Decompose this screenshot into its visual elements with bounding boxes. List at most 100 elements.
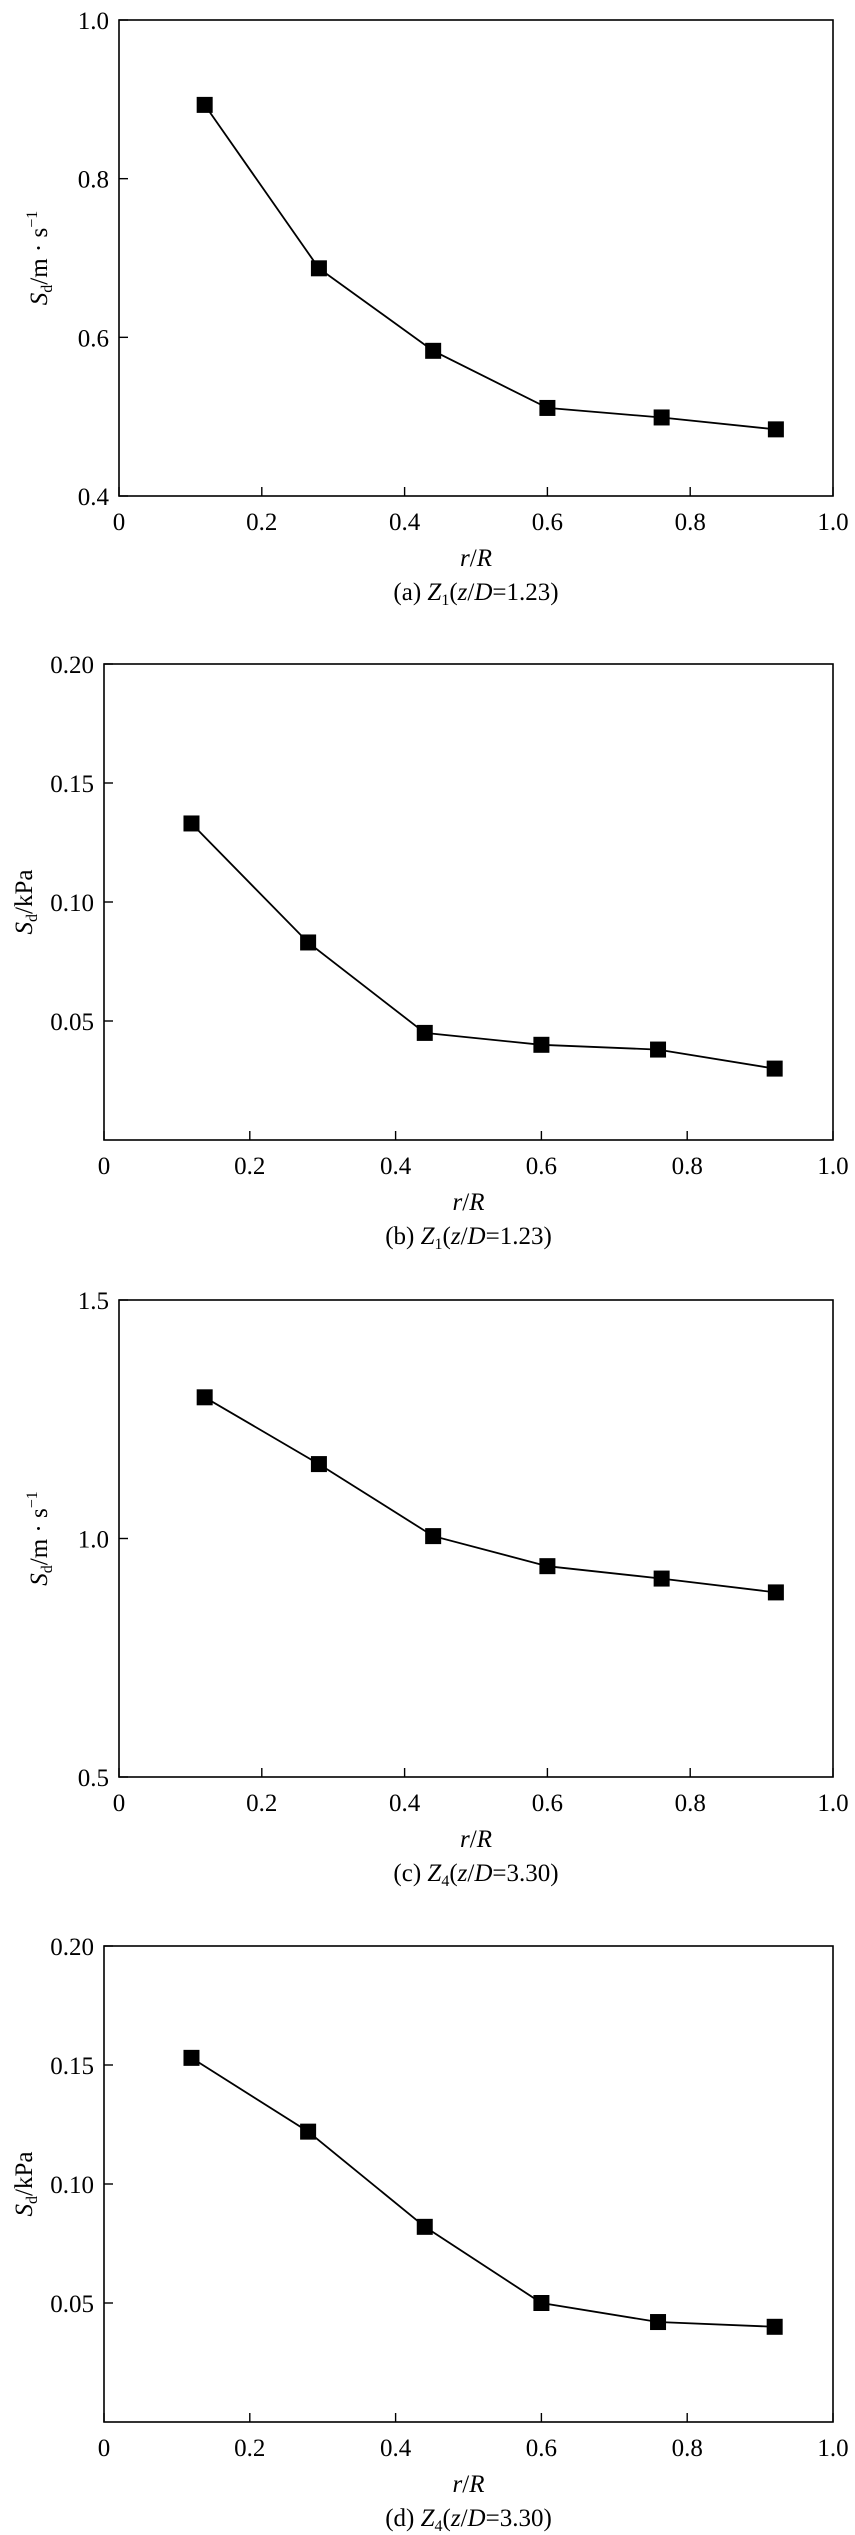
chart-panel-4: 0 0.2 0.4 0.6 0.8 1.00.050.100.150.20r/R(d) Z… [11,1934,849,2535]
panel-caption: (b) Z1(z/D=1.23) [385,1223,552,1253]
caption-value: =3.30) [486,2505,552,2532]
caption-z: z [450,1223,461,1250]
x-tick-label: 0.6 [532,1790,563,1817]
y-axis-label-subscript: d [24,2196,41,2204]
series-line [191,2057,775,2328]
caption-slash: / [467,1860,474,1887]
data-point [533,2295,550,2311]
x-tick-label: 0.2 [246,1790,277,1817]
y-axis-label-S: S [26,1573,53,1586]
x-axis-label-r: r [453,1189,463,1216]
x-axis-label: r/R [460,545,492,572]
y-tick-label: 0.05 [50,1009,94,1036]
data-point [183,2049,200,2066]
data-point [310,1456,327,1473]
caption-paren: ( [449,579,457,606]
y-tick-label: 0.6 [78,325,109,352]
x-axis-label-R: R [468,1189,484,1216]
data-point [310,260,327,277]
data-point [766,2318,783,2335]
caption-index: (d) [385,2505,420,2532]
y-axis-label-subscript: d [24,914,41,922]
caption-D: D [467,1223,486,1250]
x-axis-label-slash: / [470,1826,477,1853]
data-point [650,1041,667,1058]
data-point [767,421,784,438]
caption-D: D [473,579,492,606]
caption-paren: ( [443,1223,451,1250]
chart-panel-3: 0 0.2 0.4 0.6 0.8 1.00.51.01.5r/R(c) Z4(z/D=3… [24,1288,849,1890]
x-tick-label: 0.2 [246,509,277,536]
y-axis-label: Sd/m · s−1 [24,1491,56,1585]
data-point [425,342,442,359]
x-axis-label-R: R [476,1826,492,1853]
data-point [533,1036,550,1053]
y-tick-label: 0.20 [50,652,94,679]
y-axis-label: Sd/kPa [11,2152,41,2217]
data-point [300,2123,317,2140]
plot-frame [118,1299,834,1778]
panel-caption: (d) Z4(z/D=3.30) [385,2505,552,2535]
y-axis-label: Sd/kPa [11,870,41,935]
series-line [204,1396,777,1594]
x-tick-label: 1.0 [817,2435,848,2462]
x-axis-label-slash: / [462,2471,469,2498]
x-axis-label-R: R [468,2471,484,2498]
caption-z: z [457,1860,468,1887]
y-axis-label-S: S [26,292,53,305]
caption-Z: Z [427,1860,442,1887]
caption-paren: ( [449,1860,457,1887]
y-tick-label: 0.5 [78,1765,109,1792]
y-axis-label-unit: /kPa [11,870,38,914]
caption-subscript: 1 [441,592,449,609]
y-tick-label: 0.10 [50,890,94,917]
x-tick-label: 0.6 [526,2435,557,2462]
caption-slash: / [461,1223,468,1250]
caption-value: =1.23) [492,579,558,606]
y-tick-label: 0.8 [78,167,109,194]
series-line [190,822,775,1070]
series-line [203,104,776,431]
caption-index: (b) [385,1223,420,1250]
caption-Z: Z [421,2505,436,2532]
y-axis-label-subscript: d [39,1565,56,1573]
data-point [196,96,213,113]
x-tick-label: 0.8 [675,1790,706,1817]
y-tick-label: 0.20 [50,1934,94,1961]
y-tick-label: 1.5 [78,1288,109,1315]
y-axis-label-unit: /m · s [26,228,53,285]
caption-slash: / [467,579,474,606]
plot-frame [118,19,834,497]
plot-frame [103,1945,834,2423]
data-point [766,1060,783,1077]
y-axis-label-unit: /kPa [11,2152,38,2196]
caption-subscript: 4 [435,2518,443,2535]
x-axis-label: r/R [453,2471,485,2498]
data-point [183,815,200,832]
caption-D: D [467,2505,486,2532]
y-tick-label: 0.15 [50,771,94,798]
x-axis-label-r: r [453,2471,463,2498]
panel-caption: (a) Z1(z/D=1.23) [393,579,558,609]
panel-caption: (c) Z4(z/D=3.30) [393,1860,558,1890]
x-tick-label: 0 [98,1153,111,1180]
x-tick-label: 0.8 [672,1153,703,1180]
data-point [539,1558,556,1575]
x-axis-label: r/R [453,1189,485,1216]
x-axis-label-slash: / [470,545,477,572]
y-axis-label-superscript: −1 [24,1491,41,1508]
x-tick-label: 0 [98,2435,111,2462]
x-tick-label: 0.2 [234,2435,265,2462]
caption-value: =3.30) [492,1860,558,1887]
x-axis-label-r: r [460,1826,470,1853]
caption-slash: / [461,2505,468,2532]
chart-panel-1: 0 0.2 0.4 0.6 0.8 1.00.40.60.81.0r/R(a) Z1(z/… [24,8,849,609]
x-axis-label: r/R [460,1826,492,1853]
x-axis-label-R: R [476,545,492,572]
x-tick-label: 0.4 [389,509,421,536]
y-tick-label: 0.05 [50,2291,94,2318]
x-tick-label: 1.0 [817,1153,848,1180]
x-tick-label: 0.6 [526,1153,557,1180]
data-point [650,2314,667,2331]
